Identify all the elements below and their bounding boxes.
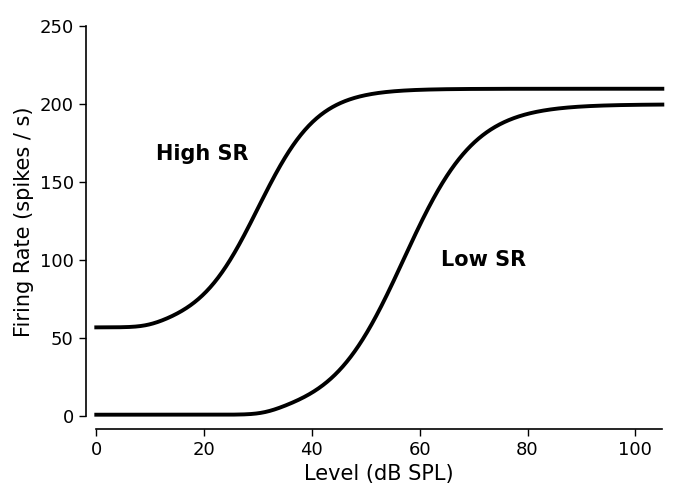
X-axis label: Level (dB SPL): Level (dB SPL) [304, 464, 454, 484]
Text: High SR: High SR [155, 144, 248, 164]
Y-axis label: Firing Rate (spikes / s): Firing Rate (spikes / s) [14, 106, 34, 337]
Text: Low SR: Low SR [441, 250, 526, 270]
